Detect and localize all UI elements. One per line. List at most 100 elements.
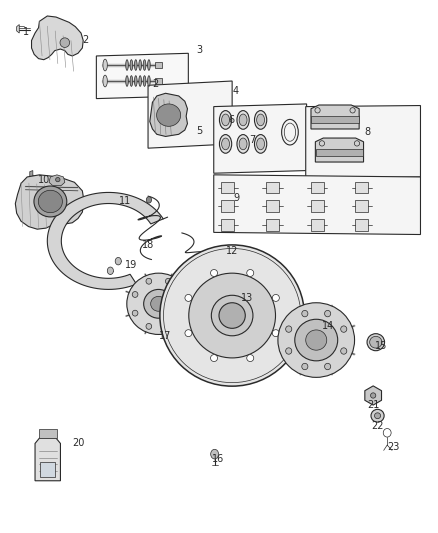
Ellipse shape (146, 324, 152, 329)
Ellipse shape (132, 292, 138, 297)
Ellipse shape (139, 76, 141, 86)
Ellipse shape (139, 60, 141, 70)
Ellipse shape (157, 104, 180, 126)
Ellipse shape (219, 135, 232, 154)
Ellipse shape (302, 310, 308, 317)
Bar (266, 182, 279, 193)
Text: 2: 2 (82, 35, 88, 45)
Ellipse shape (219, 303, 245, 328)
Text: 4: 4 (233, 86, 239, 95)
Ellipse shape (247, 270, 254, 277)
Text: 6: 6 (228, 115, 234, 125)
Bar (355, 182, 368, 193)
Polygon shape (35, 438, 60, 481)
Ellipse shape (286, 348, 292, 354)
Ellipse shape (370, 336, 382, 348)
Ellipse shape (237, 111, 249, 130)
Ellipse shape (126, 76, 128, 86)
Ellipse shape (134, 60, 137, 70)
Polygon shape (96, 53, 188, 99)
Bar (39, 429, 57, 438)
Ellipse shape (374, 413, 381, 419)
Polygon shape (214, 104, 307, 173)
Bar (316, 149, 363, 156)
Polygon shape (306, 106, 420, 178)
Ellipse shape (130, 76, 133, 86)
Polygon shape (32, 16, 83, 60)
Bar (311, 182, 324, 193)
Bar (311, 116, 359, 123)
Text: 5: 5 (196, 126, 202, 135)
Bar (311, 200, 324, 212)
Polygon shape (315, 138, 364, 162)
Bar (40, 462, 55, 477)
Ellipse shape (189, 273, 276, 358)
Ellipse shape (39, 190, 63, 213)
Bar (155, 62, 162, 68)
Bar (266, 200, 279, 212)
Ellipse shape (211, 270, 218, 277)
Ellipse shape (130, 60, 133, 70)
Ellipse shape (325, 364, 331, 370)
Text: 18: 18 (142, 240, 154, 250)
Ellipse shape (143, 60, 146, 70)
Polygon shape (47, 192, 163, 289)
Polygon shape (148, 81, 232, 148)
Text: 13: 13 (241, 294, 254, 303)
Polygon shape (15, 175, 84, 229)
Ellipse shape (272, 294, 279, 301)
Text: 3: 3 (196, 45, 202, 54)
Ellipse shape (222, 138, 230, 150)
Polygon shape (365, 386, 381, 405)
Text: 15: 15 (375, 342, 387, 351)
Text: 20: 20 (72, 439, 84, 448)
Text: 16: 16 (212, 455, 224, 464)
Ellipse shape (185, 294, 192, 301)
Ellipse shape (272, 330, 279, 337)
Ellipse shape (341, 326, 347, 332)
Polygon shape (214, 175, 420, 235)
Bar (311, 219, 324, 231)
Ellipse shape (211, 295, 253, 336)
Ellipse shape (103, 75, 107, 87)
Ellipse shape (160, 245, 304, 386)
Ellipse shape (143, 76, 146, 86)
Text: 7: 7 (249, 135, 255, 144)
Text: 10: 10 (38, 175, 50, 185)
Ellipse shape (185, 330, 192, 337)
Text: 14: 14 (322, 321, 335, 331)
Bar (221, 219, 234, 231)
Text: 8: 8 (365, 127, 371, 136)
Ellipse shape (254, 111, 267, 130)
Text: 9: 9 (233, 193, 240, 203)
Polygon shape (150, 93, 187, 136)
Ellipse shape (239, 114, 247, 126)
Ellipse shape (211, 449, 219, 459)
Ellipse shape (325, 310, 331, 317)
Ellipse shape (371, 393, 376, 398)
Ellipse shape (254, 135, 267, 154)
Polygon shape (49, 175, 65, 185)
Text: 17: 17 (159, 331, 172, 341)
Bar (155, 78, 162, 84)
Ellipse shape (103, 59, 107, 71)
Ellipse shape (247, 354, 254, 361)
Ellipse shape (166, 324, 171, 329)
Text: 23: 23 (387, 442, 399, 451)
Ellipse shape (341, 348, 347, 354)
Ellipse shape (278, 303, 354, 377)
Bar (221, 200, 234, 212)
Ellipse shape (257, 138, 265, 150)
Ellipse shape (179, 292, 185, 297)
Text: 19: 19 (125, 261, 138, 270)
Ellipse shape (302, 364, 308, 370)
Ellipse shape (115, 257, 121, 265)
Bar (355, 200, 368, 212)
Ellipse shape (367, 334, 385, 351)
Ellipse shape (219, 111, 232, 130)
Ellipse shape (237, 135, 249, 154)
Ellipse shape (151, 296, 166, 311)
Ellipse shape (148, 60, 150, 70)
Ellipse shape (371, 409, 384, 422)
Ellipse shape (56, 177, 60, 182)
